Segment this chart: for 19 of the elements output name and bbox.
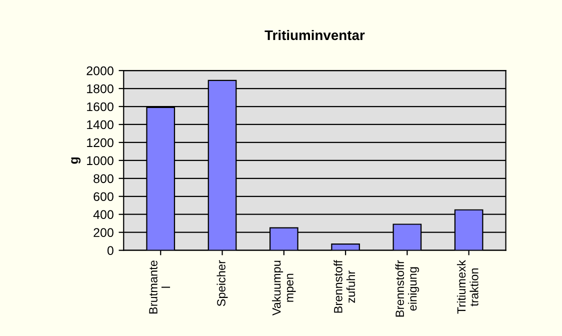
y-tick-label: 1000 bbox=[87, 156, 114, 166]
y-tick-label: 1600 bbox=[87, 102, 114, 112]
x-tick-label: Brennstoff zufuhr bbox=[334, 260, 356, 313]
y-tick-label: 2000 bbox=[86, 66, 114, 76]
y-tick-label: 0 bbox=[107, 246, 114, 255]
x-tick-label: Speicher bbox=[216, 260, 228, 306]
y-tick-label: 1400 bbox=[87, 120, 114, 130]
x-tick-label: Brennstoffr einigung bbox=[395, 260, 420, 317]
y-tick-label: 1800 bbox=[87, 84, 114, 94]
x-tick-label: Vakuumpu mpen bbox=[272, 260, 296, 316]
x-tick-label: Brutmante l bbox=[149, 260, 170, 314]
y-tick-label: 600 bbox=[94, 192, 114, 202]
y-tick-label: 400 bbox=[93, 210, 114, 220]
x-tick-label: Tritiumexk traktion bbox=[456, 260, 478, 314]
y-axis-title: g bbox=[71, 157, 81, 164]
y-tick-label: 1200 bbox=[87, 138, 114, 148]
y-tick-label: 800 bbox=[94, 174, 114, 184]
y-tick-label: 200 bbox=[94, 228, 114, 237]
chart-title: Tritiuminventar bbox=[264, 30, 365, 40]
